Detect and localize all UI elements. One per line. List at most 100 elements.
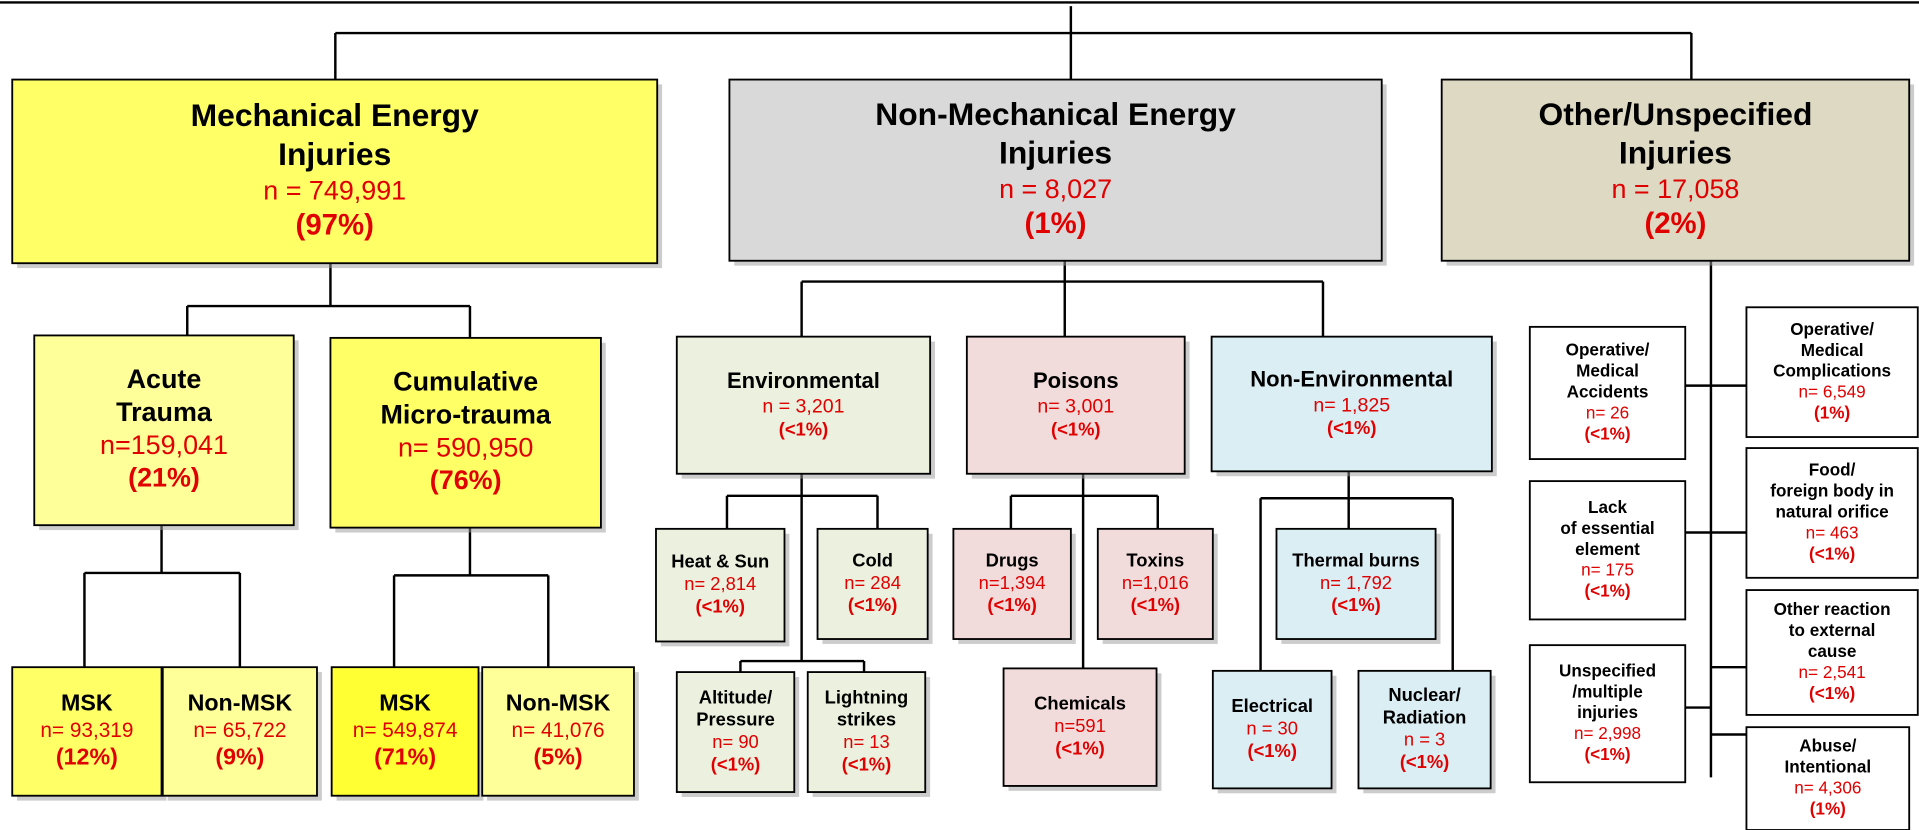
node-count: n= 284 xyxy=(844,572,901,593)
node-count: n= 90 xyxy=(712,731,758,752)
node-label: of essential xyxy=(1560,518,1654,538)
node-percent: (<1%) xyxy=(1584,423,1630,443)
node-percent: (12%) xyxy=(56,743,118,769)
connector xyxy=(392,527,550,668)
node-box xyxy=(329,336,602,529)
node-percent: (1%) xyxy=(1810,798,1846,818)
node-box xyxy=(965,335,1186,475)
node-label: /multiple xyxy=(1572,681,1642,701)
node-label: MSK xyxy=(379,690,431,716)
node-box xyxy=(1210,335,1493,473)
connector xyxy=(725,473,879,673)
connector xyxy=(83,525,242,668)
node-box xyxy=(1745,447,1919,579)
node-label: Complications xyxy=(1773,361,1891,381)
node-label: Food/ xyxy=(1809,460,1856,480)
node-label: Unspecified xyxy=(1559,660,1656,680)
node-box xyxy=(675,671,796,793)
connector xyxy=(334,6,1693,80)
node-label: Cumulative xyxy=(393,367,538,397)
node-label: Radiation xyxy=(1383,706,1467,727)
node-label: Chemicals xyxy=(1034,693,1126,714)
node-count: n= 41,076 xyxy=(512,719,605,742)
node-count: n= 590,950 xyxy=(398,432,533,462)
node-percent: (5%) xyxy=(534,743,583,769)
node-label: Altitude/ xyxy=(699,686,772,707)
node-count: n = 3,201 xyxy=(762,396,844,418)
node-box xyxy=(1440,78,1911,262)
node-box xyxy=(11,78,659,265)
node-box xyxy=(1528,480,1687,621)
node-box xyxy=(1275,527,1437,640)
node-percent: (<1%) xyxy=(1584,581,1630,601)
node-count: n= 4,306 xyxy=(1794,778,1861,798)
node-percent: (<1%) xyxy=(695,595,744,616)
connector xyxy=(186,263,472,338)
node-count: n = 17,058 xyxy=(1611,174,1739,204)
node-count: n= 2,541 xyxy=(1799,662,1866,682)
node-label: Micro-trauma xyxy=(380,399,551,429)
node-label: Other/Unspecified xyxy=(1538,96,1812,132)
node-box xyxy=(806,671,927,793)
node-count: n = 3 xyxy=(1404,729,1445,750)
node-count: n= 26 xyxy=(1586,402,1629,422)
node-label: Non-Mechanical Energy xyxy=(875,96,1236,132)
node-percent: (21%) xyxy=(128,463,200,493)
node-percent: (9%) xyxy=(215,743,264,769)
node-count: n= 549,874 xyxy=(353,719,458,742)
node-percent: (<1%) xyxy=(779,418,828,439)
node-count: n=1,016 xyxy=(1122,572,1189,593)
node-label: Injuries xyxy=(1619,135,1732,171)
node-label: MSK xyxy=(61,690,113,716)
connector xyxy=(1259,471,1454,671)
node-count: n=159,041 xyxy=(100,430,228,460)
node-percent: (1%) xyxy=(1025,207,1087,240)
node-percent: (<1%) xyxy=(842,754,891,775)
node-box xyxy=(161,666,318,797)
node-box xyxy=(655,527,786,643)
node-box xyxy=(11,666,163,797)
node-count: n= 2,814 xyxy=(684,573,756,594)
node-label: Poisons xyxy=(1033,368,1119,393)
node-box xyxy=(33,334,295,527)
node-label: Other reaction xyxy=(1774,599,1891,619)
connector xyxy=(800,260,1325,337)
node-count: n= 2,998 xyxy=(1574,723,1641,743)
node-percent: (<1%) xyxy=(1584,744,1630,764)
node-count: n= 175 xyxy=(1581,560,1634,580)
node-percent: (<1%) xyxy=(1809,543,1855,563)
node-label: Environmental xyxy=(727,368,880,393)
node-label: to external xyxy=(1789,620,1876,640)
node-label: element xyxy=(1575,539,1640,559)
node-percent: (<1%) xyxy=(1051,418,1100,439)
node-count: n=591 xyxy=(1054,715,1106,736)
node-label: Cold xyxy=(852,549,893,570)
node-box xyxy=(728,78,1383,262)
node-percent: (<1%) xyxy=(987,594,1036,615)
node-label: cause xyxy=(1808,641,1857,661)
node-count: n= 13 xyxy=(843,731,889,752)
node-percent: (76%) xyxy=(430,465,502,495)
node-label: natural orifice xyxy=(1775,501,1888,521)
node-box xyxy=(1357,669,1492,790)
node-label: injuries xyxy=(1577,702,1638,722)
node-box xyxy=(330,666,480,797)
node-label: Lightning xyxy=(825,686,909,707)
node-label: Non-MSK xyxy=(506,690,611,716)
node-box xyxy=(481,666,635,797)
node-percent: (<1%) xyxy=(1247,740,1296,761)
node-box xyxy=(952,527,1072,640)
node-label: Drugs xyxy=(986,549,1039,570)
node-percent: (71%) xyxy=(374,743,436,769)
node-label: Electrical xyxy=(1231,695,1313,716)
node-count: n= 93,319 xyxy=(40,719,133,742)
node-label: Heat & Sun xyxy=(671,551,769,572)
node-label: foreign body in xyxy=(1770,481,1894,501)
node-label: Toxins xyxy=(1126,549,1184,570)
node-count: n= 463 xyxy=(1806,522,1859,542)
node-label: Mechanical Energy xyxy=(191,97,479,133)
node-label: Injuries xyxy=(278,136,391,172)
node-percent: (<1%) xyxy=(1400,751,1449,772)
node-box xyxy=(1211,669,1333,790)
node-box xyxy=(1096,527,1214,640)
